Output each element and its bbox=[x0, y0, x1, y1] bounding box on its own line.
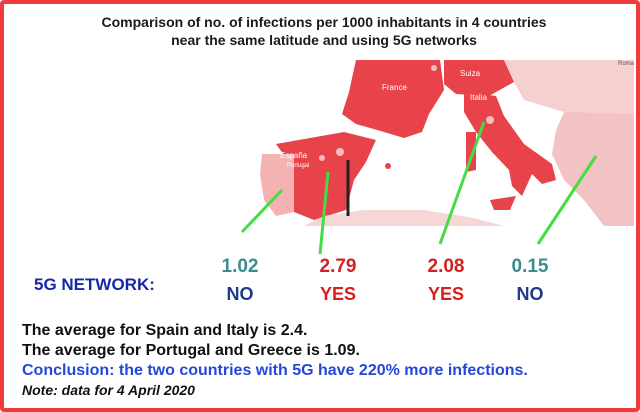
network-label: 5G NETWORK: bbox=[34, 275, 155, 294]
map-label-france: France bbox=[382, 83, 407, 92]
france-shape bbox=[342, 60, 444, 138]
conclusion-text: Conclusion: the two countries with 5G ha… bbox=[22, 362, 528, 379]
network-greece: NO bbox=[516, 284, 544, 304]
capital-marker-paris bbox=[431, 65, 437, 71]
capital-marker-rome bbox=[486, 116, 494, 124]
map-label-italy: Italia bbox=[470, 93, 487, 102]
pointer-line-portugal bbox=[240, 188, 284, 234]
map-label-roma: Roma bbox=[618, 61, 635, 67]
europe-map: España Portugal France Italia Suiza Roma bbox=[240, 58, 635, 255]
network-italy: YES bbox=[427, 284, 465, 304]
pointer-line-spain-green bbox=[318, 171, 330, 255]
pointer-line-greece bbox=[536, 155, 598, 245]
value-italy: 2.08 bbox=[427, 256, 465, 277]
capital-marker-madrid bbox=[336, 148, 344, 156]
title-line-2: near the same latitude and using 5G netw… bbox=[171, 32, 477, 48]
sicily-shape bbox=[490, 196, 516, 210]
africa-shape bbox=[304, 210, 504, 226]
spain-shape bbox=[276, 132, 376, 220]
map-label-portugal: Portugal bbox=[287, 163, 309, 169]
average-portugal-greece: The average for Portugal and Greece is 1… bbox=[22, 342, 360, 359]
network-spain: YES bbox=[319, 284, 357, 304]
portugal-shape bbox=[260, 154, 294, 216]
network-portugal: NO bbox=[226, 284, 254, 304]
east-europe-shape bbox=[504, 60, 634, 124]
value-greece: 0.15 bbox=[511, 256, 549, 277]
note-text: Note: data for 4 April 2020 bbox=[22, 382, 195, 398]
pointer-line-italy bbox=[438, 121, 486, 245]
capital-marker-lisbon bbox=[319, 155, 325, 161]
switzerland-shape bbox=[444, 60, 514, 96]
average-spain-italy: The average for Spain and Italy is 2.4. bbox=[22, 322, 308, 339]
greece-shape bbox=[552, 112, 634, 226]
value-spain: 2.79 bbox=[319, 256, 357, 277]
title-line-1: Comparison of no. of infections per 1000… bbox=[101, 14, 547, 30]
balearic-shape bbox=[385, 163, 391, 169]
value-portugal: 1.02 bbox=[221, 256, 259, 277]
map-label-switzerland: Suiza bbox=[460, 69, 481, 78]
map-label-spain: España bbox=[280, 151, 308, 160]
